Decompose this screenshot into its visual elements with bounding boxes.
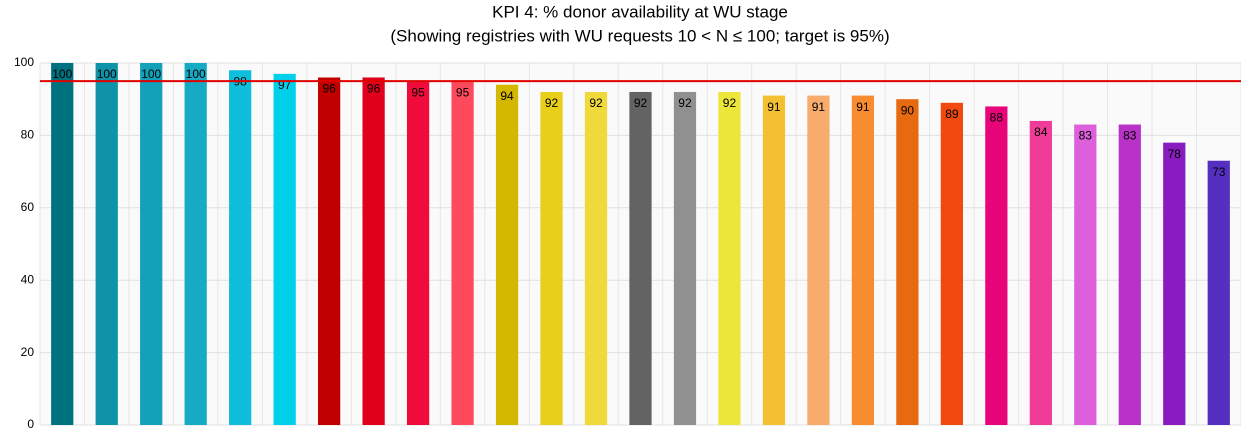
bar [318,77,341,425]
bar [495,84,519,425]
y-tick-label: 80 [21,128,35,142]
bar [95,63,118,425]
value-label: 78 [1168,147,1182,161]
value-label: 94 [500,89,514,103]
value-label: 90 [901,103,915,117]
value-label: 91 [812,100,826,114]
value-label: 84 [1034,125,1048,139]
bar [406,81,430,425]
bar [1118,124,1141,425]
bar [229,70,252,426]
vertical-grid [39,63,1241,425]
value-label: 96 [367,82,381,96]
value-label: 91 [856,100,870,114]
value-label: 88 [990,111,1004,125]
bar [273,73,296,426]
bar [584,91,608,426]
value-label: 89 [945,107,959,121]
bar [362,77,385,425]
bar [629,91,652,426]
bar [451,81,474,425]
bar [540,91,563,426]
bar [51,63,74,425]
bar [184,63,207,425]
value-label: 95 [456,85,470,99]
value-label: 100 [141,67,161,81]
value-label: 92 [589,96,603,110]
value-label: 91 [767,100,781,114]
y-tick-label: 0 [27,417,34,431]
bar [718,91,741,426]
bar [673,91,697,426]
bar [1207,160,1230,426]
bar [140,63,163,425]
bar [1163,142,1186,425]
value-label: 100 [186,67,206,81]
bar [1074,124,1097,425]
bar [807,95,830,425]
value-label: 83 [1079,129,1093,143]
value-label: 83 [1123,129,1137,143]
value-label: 92 [678,96,692,110]
bar [1029,120,1052,426]
bar [851,95,875,425]
bar [762,95,786,425]
value-label: 73 [1212,165,1226,179]
value-label: 92 [634,96,648,110]
y-tick-label: 60 [21,200,35,214]
chart-title: KPI 4: % donor availability at WU stage [492,2,788,21]
value-label: 92 [723,96,737,110]
value-label: 95 [411,85,425,99]
bar [940,102,963,425]
y-tick-label: 100 [14,55,34,69]
bar [985,106,1008,425]
value-label: 96 [322,82,336,96]
bar [896,99,919,425]
y-tick-label: 20 [21,345,35,359]
value-label: 100 [52,67,72,81]
y-tick-label: 40 [21,272,35,286]
value-label: 92 [545,96,559,110]
chart-subtitle: (Showing registries with WU requests 10 … [390,26,889,45]
value-label: 100 [97,67,117,81]
